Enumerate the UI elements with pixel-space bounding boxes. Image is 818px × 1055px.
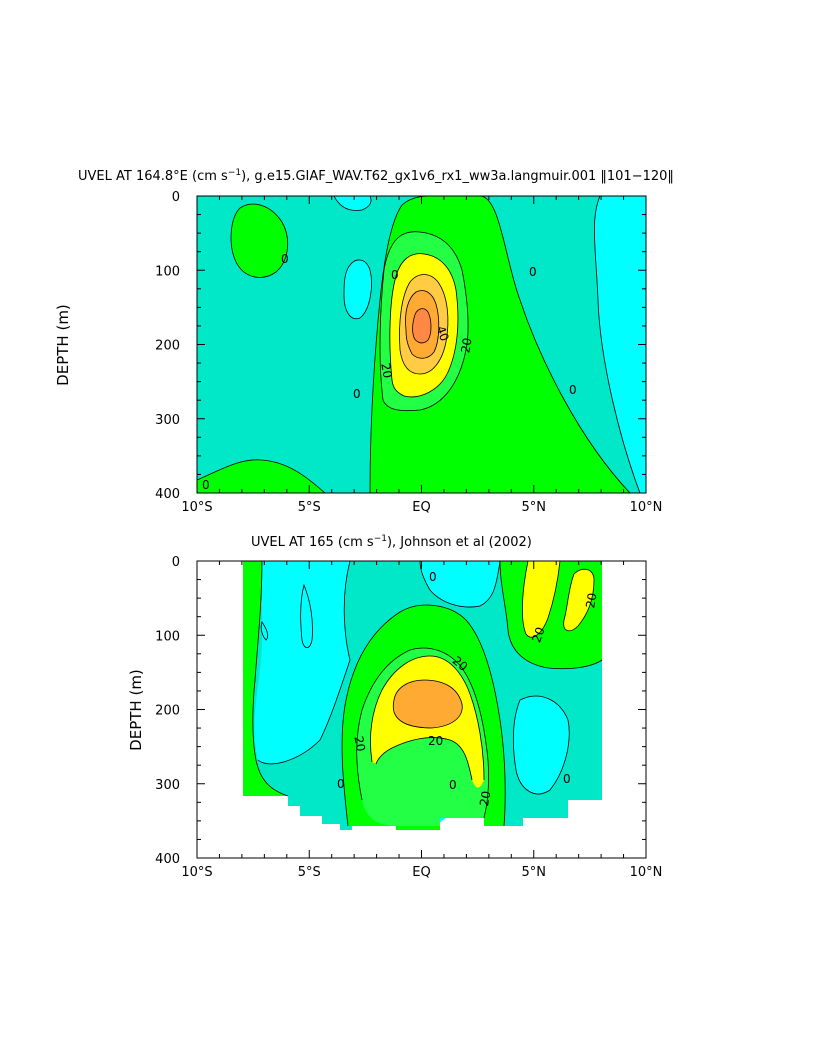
x-tick-label: EQ: [412, 865, 430, 880]
contour-obs-zero-west2: [257, 561, 351, 765]
y-tick-label: 200: [155, 339, 180, 354]
contour-label: 20: [583, 592, 599, 609]
contour-label: 0: [529, 265, 537, 279]
contour-zero-top: [333, 196, 372, 211]
contour-label: 0: [569, 383, 577, 397]
contour-obs-10: [356, 647, 489, 819]
contour-20: [389, 253, 459, 398]
contour-label: 0: [391, 268, 399, 282]
panel-top-title: UVEL AT 164.8°E (cm s−1), g.e15.GIAF_WAV…: [78, 168, 674, 184]
field-obs-negative-east: [513, 696, 570, 794]
contour-label: 40: [433, 324, 451, 343]
contour-obs-20-east: [521, 561, 561, 638]
contour-label: 20: [378, 362, 394, 379]
y-tick-label: 200: [155, 704, 180, 719]
contour-obs-30: [392, 679, 463, 729]
contour-10: [379, 231, 469, 412]
contour-label: 0: [429, 570, 437, 584]
y-tick-label: 300: [155, 413, 180, 428]
contour-zero-main: [369, 196, 631, 493]
panel-top-fields: [197, 196, 646, 493]
x-tick-label: 5°N: [522, 865, 547, 880]
contour-label: 20: [428, 734, 443, 748]
contour-label: 20: [529, 625, 547, 644]
y-tick-label: 300: [155, 778, 180, 793]
contour-label: 0: [202, 478, 210, 492]
field-negative-top: [334, 196, 372, 211]
y-tick-label: 400: [155, 852, 180, 867]
y-tick-label: 100: [155, 629, 180, 644]
contour-zero-west: [230, 203, 289, 278]
contour-label: 20: [477, 790, 493, 807]
contour-30: [399, 274, 449, 375]
panel-bottom-ylabel: DEPTH (m): [127, 669, 145, 751]
panel-bottom-fields: [243, 561, 603, 830]
contour-obs-zero-east: [512, 695, 570, 795]
contour-obs-20-east2: [563, 568, 595, 632]
x-tick-label: EQ: [412, 500, 430, 515]
contour-obs-small2: [260, 621, 269, 641]
x-tick-label: 10°N: [630, 865, 663, 880]
contour-obs-zero-top: [419, 561, 501, 608]
field-obs-level-30: [393, 680, 463, 728]
contour-obs-small1: [300, 583, 313, 648]
x-tick-label: 5°S: [298, 865, 321, 880]
field-negative-patch-1: [344, 259, 372, 319]
contour-zero-bottom: [197, 459, 326, 493]
field-positive-bottom-left: [197, 459, 325, 493]
contour-label: 20: [458, 337, 474, 354]
field-obs-negative-top: [420, 561, 500, 608]
field-positive-west-blob: [231, 204, 288, 278]
contour-label: 20: [351, 735, 367, 752]
contour-obs-zero-core: [341, 604, 506, 827]
y-tick-label: 0: [172, 555, 180, 570]
panel-top: UVEL AT 164.8°E (cm s−1), g.e15.GIAF_WAV…: [54, 168, 674, 515]
contour-zero-east: [594, 196, 641, 493]
contour-obs-20: [370, 655, 485, 781]
field-obs-yellow-east: [522, 561, 560, 638]
panel-bottom-title: UVEL AT 165 (cm s−1), Johnson et al (200…: [251, 534, 532, 550]
contour-label: 0: [563, 772, 571, 786]
y-tick-label: 400: [155, 487, 180, 502]
field-level-50: [412, 308, 431, 343]
x-tick-label: 5°S: [298, 500, 321, 515]
field-negative-east: [594, 196, 646, 493]
y-tick-label: 0: [172, 190, 180, 205]
x-tick-label: 10°S: [181, 500, 212, 515]
contour-obs-zero-west: [252, 561, 289, 797]
field-obs-green-west: [243, 561, 288, 796]
contour-label: 0: [353, 387, 361, 401]
panel-top-ylabel: DEPTH (m): [54, 304, 72, 386]
field-obs-negative-west: [254, 561, 350, 764]
panel-bottom: UVEL AT 165 (cm s−1), Johnson et al (200…: [127, 534, 662, 880]
contour-50: [412, 308, 432, 344]
contour-neg-patch: [343, 259, 372, 320]
contour-label: 0: [449, 778, 457, 792]
contour-label: 0: [281, 252, 289, 266]
contour-obs-20b: [375, 737, 473, 781]
x-tick-label: 10°S: [181, 865, 212, 880]
x-tick-label: 5°N: [522, 500, 547, 515]
y-tick-label: 100: [155, 264, 180, 279]
panel-top-contour-labels: 0 0 0 0 0 0 20 40 20: [202, 252, 577, 492]
contour-40: [405, 290, 440, 359]
contour-obs-zero-jet: [499, 561, 603, 670]
contour-label: 0: [337, 777, 345, 791]
x-tick-label: 10°N: [630, 500, 663, 515]
